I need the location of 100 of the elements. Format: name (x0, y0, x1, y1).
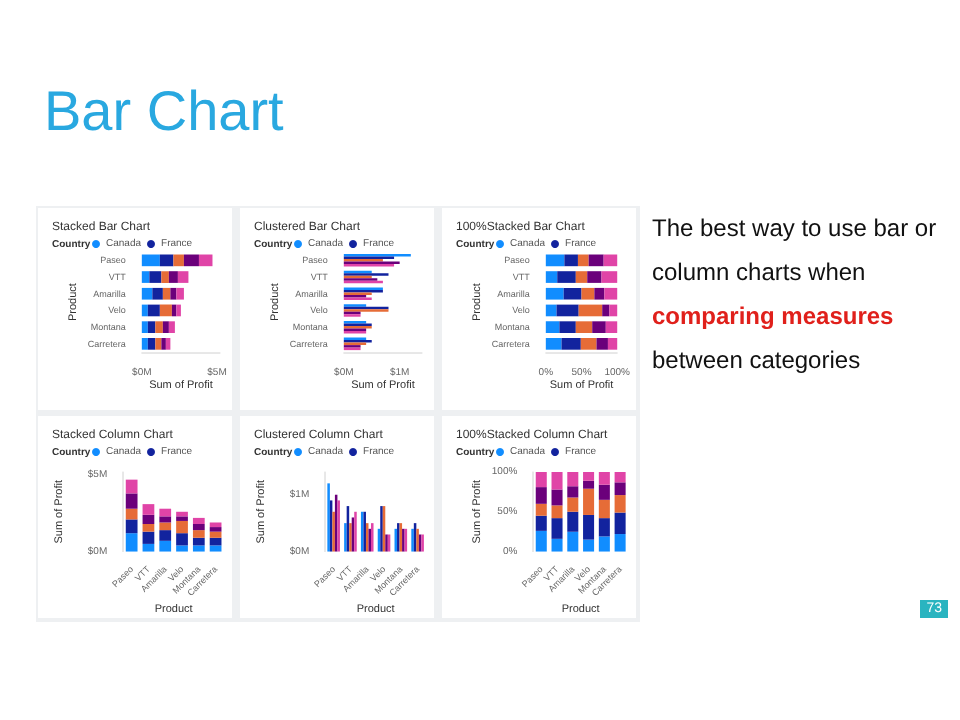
bar (125, 508, 138, 520)
bar (614, 482, 626, 496)
bar (567, 472, 579, 487)
bar (165, 338, 171, 350)
bar (192, 545, 205, 552)
bar (583, 488, 595, 515)
bar (535, 472, 547, 488)
bar (567, 531, 579, 552)
bar (159, 516, 172, 523)
bar (583, 472, 595, 481)
text: between categories (652, 346, 861, 374)
bar (535, 515, 547, 531)
bar (147, 304, 160, 317)
bar (598, 518, 610, 537)
bar (535, 487, 547, 504)
bar (588, 254, 604, 267)
bar (604, 287, 618, 300)
bar (545, 271, 558, 283)
bar (598, 484, 610, 500)
bar (601, 271, 618, 283)
bar (141, 254, 160, 267)
bar (605, 321, 618, 333)
bar (598, 472, 610, 485)
bar (147, 321, 156, 333)
bar (575, 321, 593, 333)
bar (551, 518, 563, 539)
bar (551, 538, 563, 552)
bar (159, 530, 172, 541)
bar (614, 472, 626, 483)
bar (155, 321, 163, 333)
bar (563, 287, 582, 300)
bar (168, 271, 178, 283)
bar (176, 533, 188, 546)
bar (559, 321, 576, 333)
bar (209, 545, 222, 552)
bar (170, 287, 177, 300)
bar (545, 254, 565, 267)
bar (183, 254, 199, 267)
bar (596, 338, 608, 350)
bar (177, 271, 189, 283)
bar (147, 338, 156, 350)
text: Bar Chart (44, 80, 284, 144)
bar (557, 271, 576, 283)
bar (159, 522, 172, 531)
bar (535, 530, 547, 552)
bar (545, 304, 557, 317)
bar (592, 321, 606, 333)
bar (609, 304, 618, 317)
bar (125, 519, 138, 534)
bar (152, 287, 163, 300)
bar (580, 338, 597, 350)
bar (149, 271, 162, 283)
bar (614, 495, 626, 513)
bar (173, 254, 184, 267)
bar (561, 338, 581, 350)
bar (598, 536, 610, 552)
bar (142, 543, 155, 552)
bar (159, 508, 172, 517)
bar (209, 522, 222, 528)
bar (142, 514, 155, 525)
bar (603, 254, 618, 267)
bar (159, 304, 172, 317)
bar (567, 486, 579, 498)
bar (535, 503, 547, 516)
bar (556, 304, 579, 317)
bar (125, 533, 138, 552)
bar (192, 517, 205, 525)
bar (198, 254, 213, 267)
bar (168, 321, 175, 333)
bar (192, 537, 205, 546)
bar (141, 338, 148, 350)
bar (577, 254, 589, 267)
bar (176, 287, 184, 300)
bar (551, 505, 563, 519)
bar (551, 489, 563, 506)
bar (141, 271, 150, 283)
bar (594, 287, 605, 300)
bar (583, 480, 595, 489)
text: comparing measures (652, 302, 894, 330)
bar (192, 524, 205, 531)
bar (162, 287, 171, 300)
bar (159, 540, 172, 552)
bar (614, 512, 626, 535)
bar (614, 534, 626, 552)
bar (159, 254, 174, 267)
bar (161, 271, 169, 283)
bar (142, 531, 155, 544)
bar (162, 321, 169, 333)
bar (125, 493, 138, 509)
bar (545, 287, 564, 300)
bar (142, 504, 155, 515)
bar (575, 271, 588, 283)
bar (141, 304, 148, 317)
bar (583, 514, 595, 540)
bar (176, 545, 188, 552)
bar (564, 254, 578, 267)
bar (192, 530, 205, 538)
bar (607, 338, 618, 350)
bar (155, 338, 162, 350)
bar (587, 271, 602, 283)
